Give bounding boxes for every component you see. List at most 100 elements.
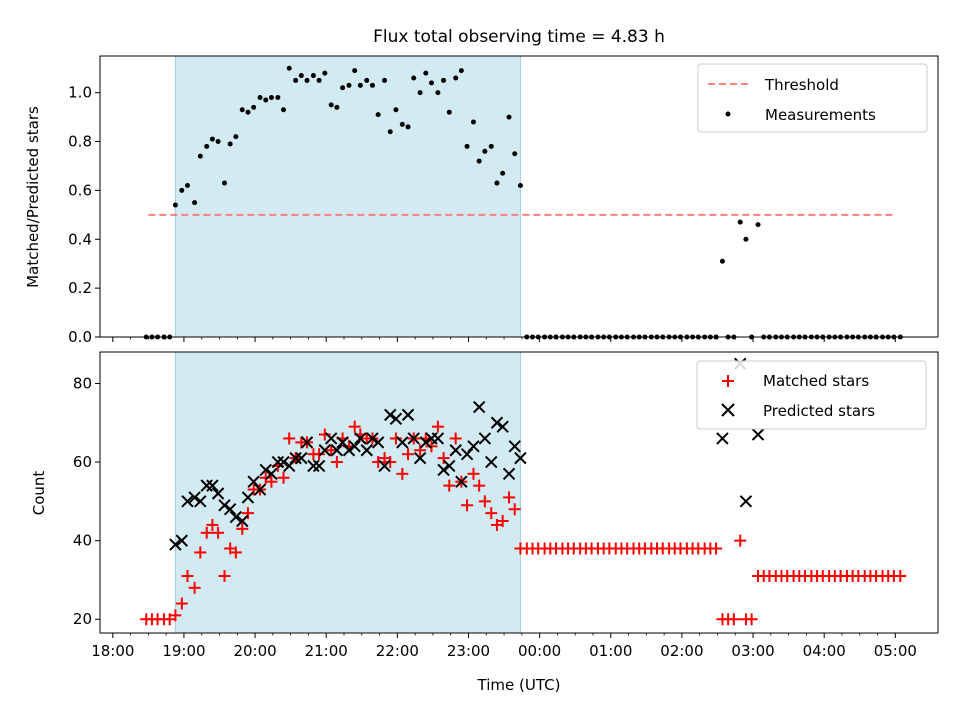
predicted-star-point — [324, 432, 338, 445]
matched-star-point — [384, 456, 397, 469]
predicted-star-point — [389, 412, 403, 426]
x-tick-label: 01:00 — [589, 642, 632, 660]
matched-star-point — [710, 542, 723, 555]
x-b — [478, 432, 492, 445]
matched-star-point — [449, 432, 462, 445]
bottom-y-tick-label: 20 — [73, 610, 92, 628]
measurement-point — [197, 153, 203, 159]
x-b — [455, 475, 468, 488]
predicted-star-point — [200, 479, 213, 492]
matched-star-point — [330, 456, 343, 469]
matched-star-point — [396, 467, 409, 480]
matched-star-point — [236, 522, 249, 535]
measurement-point — [352, 68, 358, 74]
matched-star-point — [241, 507, 254, 520]
predicted-star-point — [490, 416, 504, 429]
matched-star-point — [348, 420, 361, 433]
x-tick-label: 20:00 — [233, 642, 276, 660]
measurement-point — [304, 77, 310, 83]
top-y-tick-label: 0.6 — [68, 181, 92, 199]
predicted-star-point — [259, 463, 272, 477]
observing-window-shade-bottom — [174, 351, 521, 634]
measurement-point — [346, 82, 352, 88]
predicted-star-point — [318, 444, 332, 457]
measurement-point — [453, 75, 459, 81]
measurement-point — [737, 219, 743, 225]
matched-star-point — [181, 570, 194, 583]
bottom-legend-box — [696, 360, 927, 430]
x-b — [384, 408, 397, 422]
predicted-star-point — [485, 455, 498, 469]
measurement-point — [340, 85, 346, 91]
x-b — [236, 514, 249, 528]
top-y-tick-label: 0.4 — [68, 230, 92, 248]
top-y-tick-label: 0.0 — [68, 328, 92, 346]
predicted-star-point — [295, 451, 308, 465]
bottom-marks — [140, 357, 907, 626]
measurement-point — [334, 104, 340, 110]
matched-star-point — [467, 467, 480, 480]
measurement-point — [328, 102, 334, 108]
predicted-star-point — [514, 451, 527, 465]
predicted-star-point — [366, 432, 379, 445]
x-b — [169, 538, 182, 551]
x-b — [413, 451, 427, 465]
predicted-legend-swatch — [721, 403, 735, 417]
x-tick-label: 04:00 — [803, 642, 846, 660]
measurement-point — [464, 143, 470, 149]
measurement-point — [322, 70, 328, 76]
matched-star-point — [325, 444, 338, 457]
x-b — [502, 467, 516, 481]
predicted-star-point — [751, 428, 765, 441]
matched-star-point — [212, 526, 225, 539]
x-b — [330, 444, 344, 457]
top-y-tick-label: 0.8 — [68, 133, 92, 151]
measurement-point — [382, 77, 388, 83]
matched-star-point — [425, 440, 438, 453]
x-b — [259, 463, 272, 477]
predicted-star-point — [336, 436, 349, 449]
x-b — [389, 412, 403, 426]
matched-star-point — [218, 570, 231, 583]
measurement-point — [204, 143, 210, 149]
measurement-point — [257, 95, 263, 101]
x-b — [247, 475, 260, 488]
predicted-star-point — [419, 436, 433, 449]
predicted-star-point — [502, 467, 516, 481]
x-b — [307, 459, 320, 473]
predicted-star-point — [188, 491, 201, 504]
matched-star-point — [283, 432, 296, 445]
bottom-axis-ticks: 20 40 60 80 18:00 19:00 20:00 21:00 22:00 23:00 00… — [73, 374, 917, 660]
measurement-point — [263, 97, 269, 103]
bottom-y-axis-label: Count — [30, 471, 48, 516]
measurement-point — [275, 95, 281, 101]
matched-star-point — [473, 479, 486, 492]
matched-legend-label: Matched stars — [763, 372, 869, 390]
matched-star-point — [402, 448, 415, 461]
measurement-point — [172, 202, 178, 208]
matched-star-point — [175, 597, 188, 610]
matched-star-point — [734, 534, 747, 547]
x-b — [716, 432, 729, 445]
x-b — [508, 440, 521, 453]
predicted-star-point — [289, 451, 302, 465]
x-b — [318, 444, 332, 457]
x-b — [188, 491, 201, 504]
predicted-star-point — [181, 495, 194, 508]
measurement-point — [387, 129, 393, 135]
top-legend: Threshold Measurements — [697, 63, 928, 133]
bottom-y-tick-label: 60 — [73, 453, 92, 471]
measurement-point — [268, 95, 274, 101]
x-b — [407, 432, 420, 445]
measurement-point — [429, 80, 435, 86]
predicted-star-point — [211, 487, 225, 500]
measurement-point — [184, 183, 190, 189]
x-b — [271, 455, 285, 469]
measurement-point — [755, 222, 761, 228]
matched-star-point — [496, 514, 509, 527]
x-b — [229, 510, 243, 524]
x-b — [366, 432, 379, 445]
top-panel: Flux total observing time = 4.83 h 0.0 0.… — [24, 27, 939, 346]
measurement-point — [441, 77, 447, 83]
x-b — [324, 432, 338, 445]
